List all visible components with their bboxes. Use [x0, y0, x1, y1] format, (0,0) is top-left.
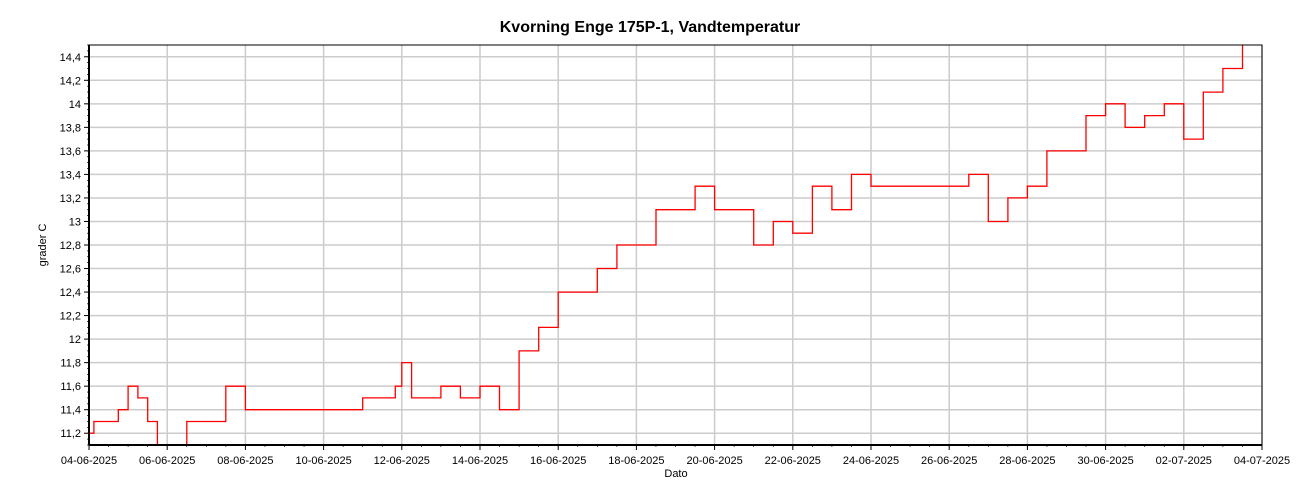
y-tick-label: 11,2 — [60, 428, 81, 440]
y-axis-title: grader C — [37, 224, 49, 267]
data-point — [1026, 185, 1028, 187]
data-point — [987, 220, 989, 223]
y-tick-label: 12 — [69, 334, 81, 346]
ticks: 11,2 11,4 11,6 11,8 12 12,2 12,4 12,6 12,8 13 13,2… — [60, 44, 1290, 467]
data-point — [147, 420, 149, 423]
data-point — [811, 185, 813, 187]
data-point — [205, 420, 207, 423]
y-tick-label: 12,8 — [60, 240, 81, 252]
data-point — [323, 409, 325, 411]
y-tick-label: 13,4 — [60, 169, 81, 181]
data-point — [1202, 91, 1204, 93]
x-tick-label: 10-06-2025 — [295, 455, 351, 467]
data-point — [909, 185, 911, 187]
x-tick-label: 20-06-2025 — [686, 455, 742, 467]
data-point — [596, 267, 598, 270]
data-point — [714, 209, 716, 211]
data-point — [1144, 114, 1146, 117]
data-point — [107, 420, 110, 423]
data-point — [1222, 67, 1224, 70]
data-point — [401, 362, 403, 364]
x-tick-label: 04-06-2025 — [61, 455, 117, 467]
x-tick-label: 08-06-2025 — [217, 455, 273, 467]
data-point — [283, 409, 286, 411]
y-tick-label: 12,4 — [60, 287, 81, 299]
x-tick-label: 24-06-2025 — [843, 455, 899, 467]
data-point — [127, 385, 129, 387]
data-point — [381, 397, 383, 399]
data-point — [1085, 114, 1087, 117]
x-tick-label: 14-06-2025 — [452, 455, 508, 467]
data-point — [440, 385, 442, 387]
data-point — [577, 291, 579, 293]
data-point — [459, 397, 462, 399]
data-point — [948, 185, 950, 187]
y-tick-label: 13,2 — [60, 193, 81, 205]
data-point — [93, 420, 95, 423]
data-point — [1183, 138, 1185, 140]
grid — [88, 45, 1263, 445]
y-tick-label: 11,8 — [60, 358, 81, 370]
data-point — [772, 220, 774, 223]
x-tick-label: 02-07-2025 — [1156, 455, 1212, 467]
y-tick-label: 12,2 — [60, 311, 81, 323]
y-tick-label: 14,4 — [60, 52, 81, 64]
data-point — [635, 244, 638, 246]
data-point — [792, 232, 794, 234]
y-tick-label: 14,2 — [60, 75, 81, 87]
x-tick-label: 28-06-2025 — [999, 455, 1055, 467]
data-point — [694, 185, 696, 187]
y-tick-label: 13,6 — [60, 146, 81, 158]
y-tick-label: 14 — [69, 99, 81, 111]
data-point — [753, 244, 755, 246]
data-point — [1007, 197, 1009, 199]
data-point — [420, 397, 422, 399]
series-line-0 — [89, 45, 1244, 446]
data-point — [479, 385, 481, 387]
data-point — [831, 209, 833, 211]
y-tick-label: 11,4 — [60, 405, 81, 417]
data-point — [1212, 91, 1214, 93]
y-tick-label: 13 — [69, 216, 81, 228]
x-axis-title: Dato — [664, 468, 687, 480]
data-point — [1065, 150, 1068, 152]
data-point — [498, 409, 501, 411]
data-point — [186, 420, 188, 423]
chart-title: Kvorning Enge 175P-1, Vandtemperatur — [499, 19, 801, 36]
data-point — [655, 209, 657, 211]
x-tick-label: 30-06-2025 — [1077, 455, 1133, 467]
data-point — [362, 397, 364, 399]
data-point — [225, 385, 227, 387]
data-point — [518, 350, 520, 352]
data-point — [733, 209, 735, 211]
data-point — [968, 173, 970, 176]
x-tick-label: 06-06-2025 — [139, 455, 195, 467]
data-point — [117, 409, 119, 411]
data-point — [394, 385, 396, 387]
x-tick-label: 18-06-2025 — [608, 455, 664, 467]
data-point — [1105, 103, 1107, 105]
data-point — [850, 173, 853, 176]
x-tick-label: 26-06-2025 — [921, 455, 977, 467]
x-tick-label: 12-06-2025 — [374, 455, 430, 467]
y-tick-label: 13,8 — [60, 122, 81, 134]
data-point — [137, 397, 139, 399]
x-tick-label: 22-06-2025 — [765, 455, 821, 467]
data-point — [1124, 126, 1126, 128]
data-point — [1163, 103, 1165, 105]
data-point — [616, 244, 618, 246]
data-point — [870, 185, 872, 187]
data-point — [557, 291, 559, 293]
y-tick-label: 12,6 — [60, 264, 81, 276]
data-point — [244, 409, 246, 411]
x-tick-label: 16-06-2025 — [530, 455, 586, 467]
data-point — [674, 209, 677, 211]
data-point — [1046, 150, 1048, 152]
y-tick-label: 11,6 — [60, 381, 81, 393]
data-point — [538, 326, 540, 328]
data-point — [410, 397, 413, 399]
x-tick-label: 04-07-2025 — [1234, 455, 1290, 467]
